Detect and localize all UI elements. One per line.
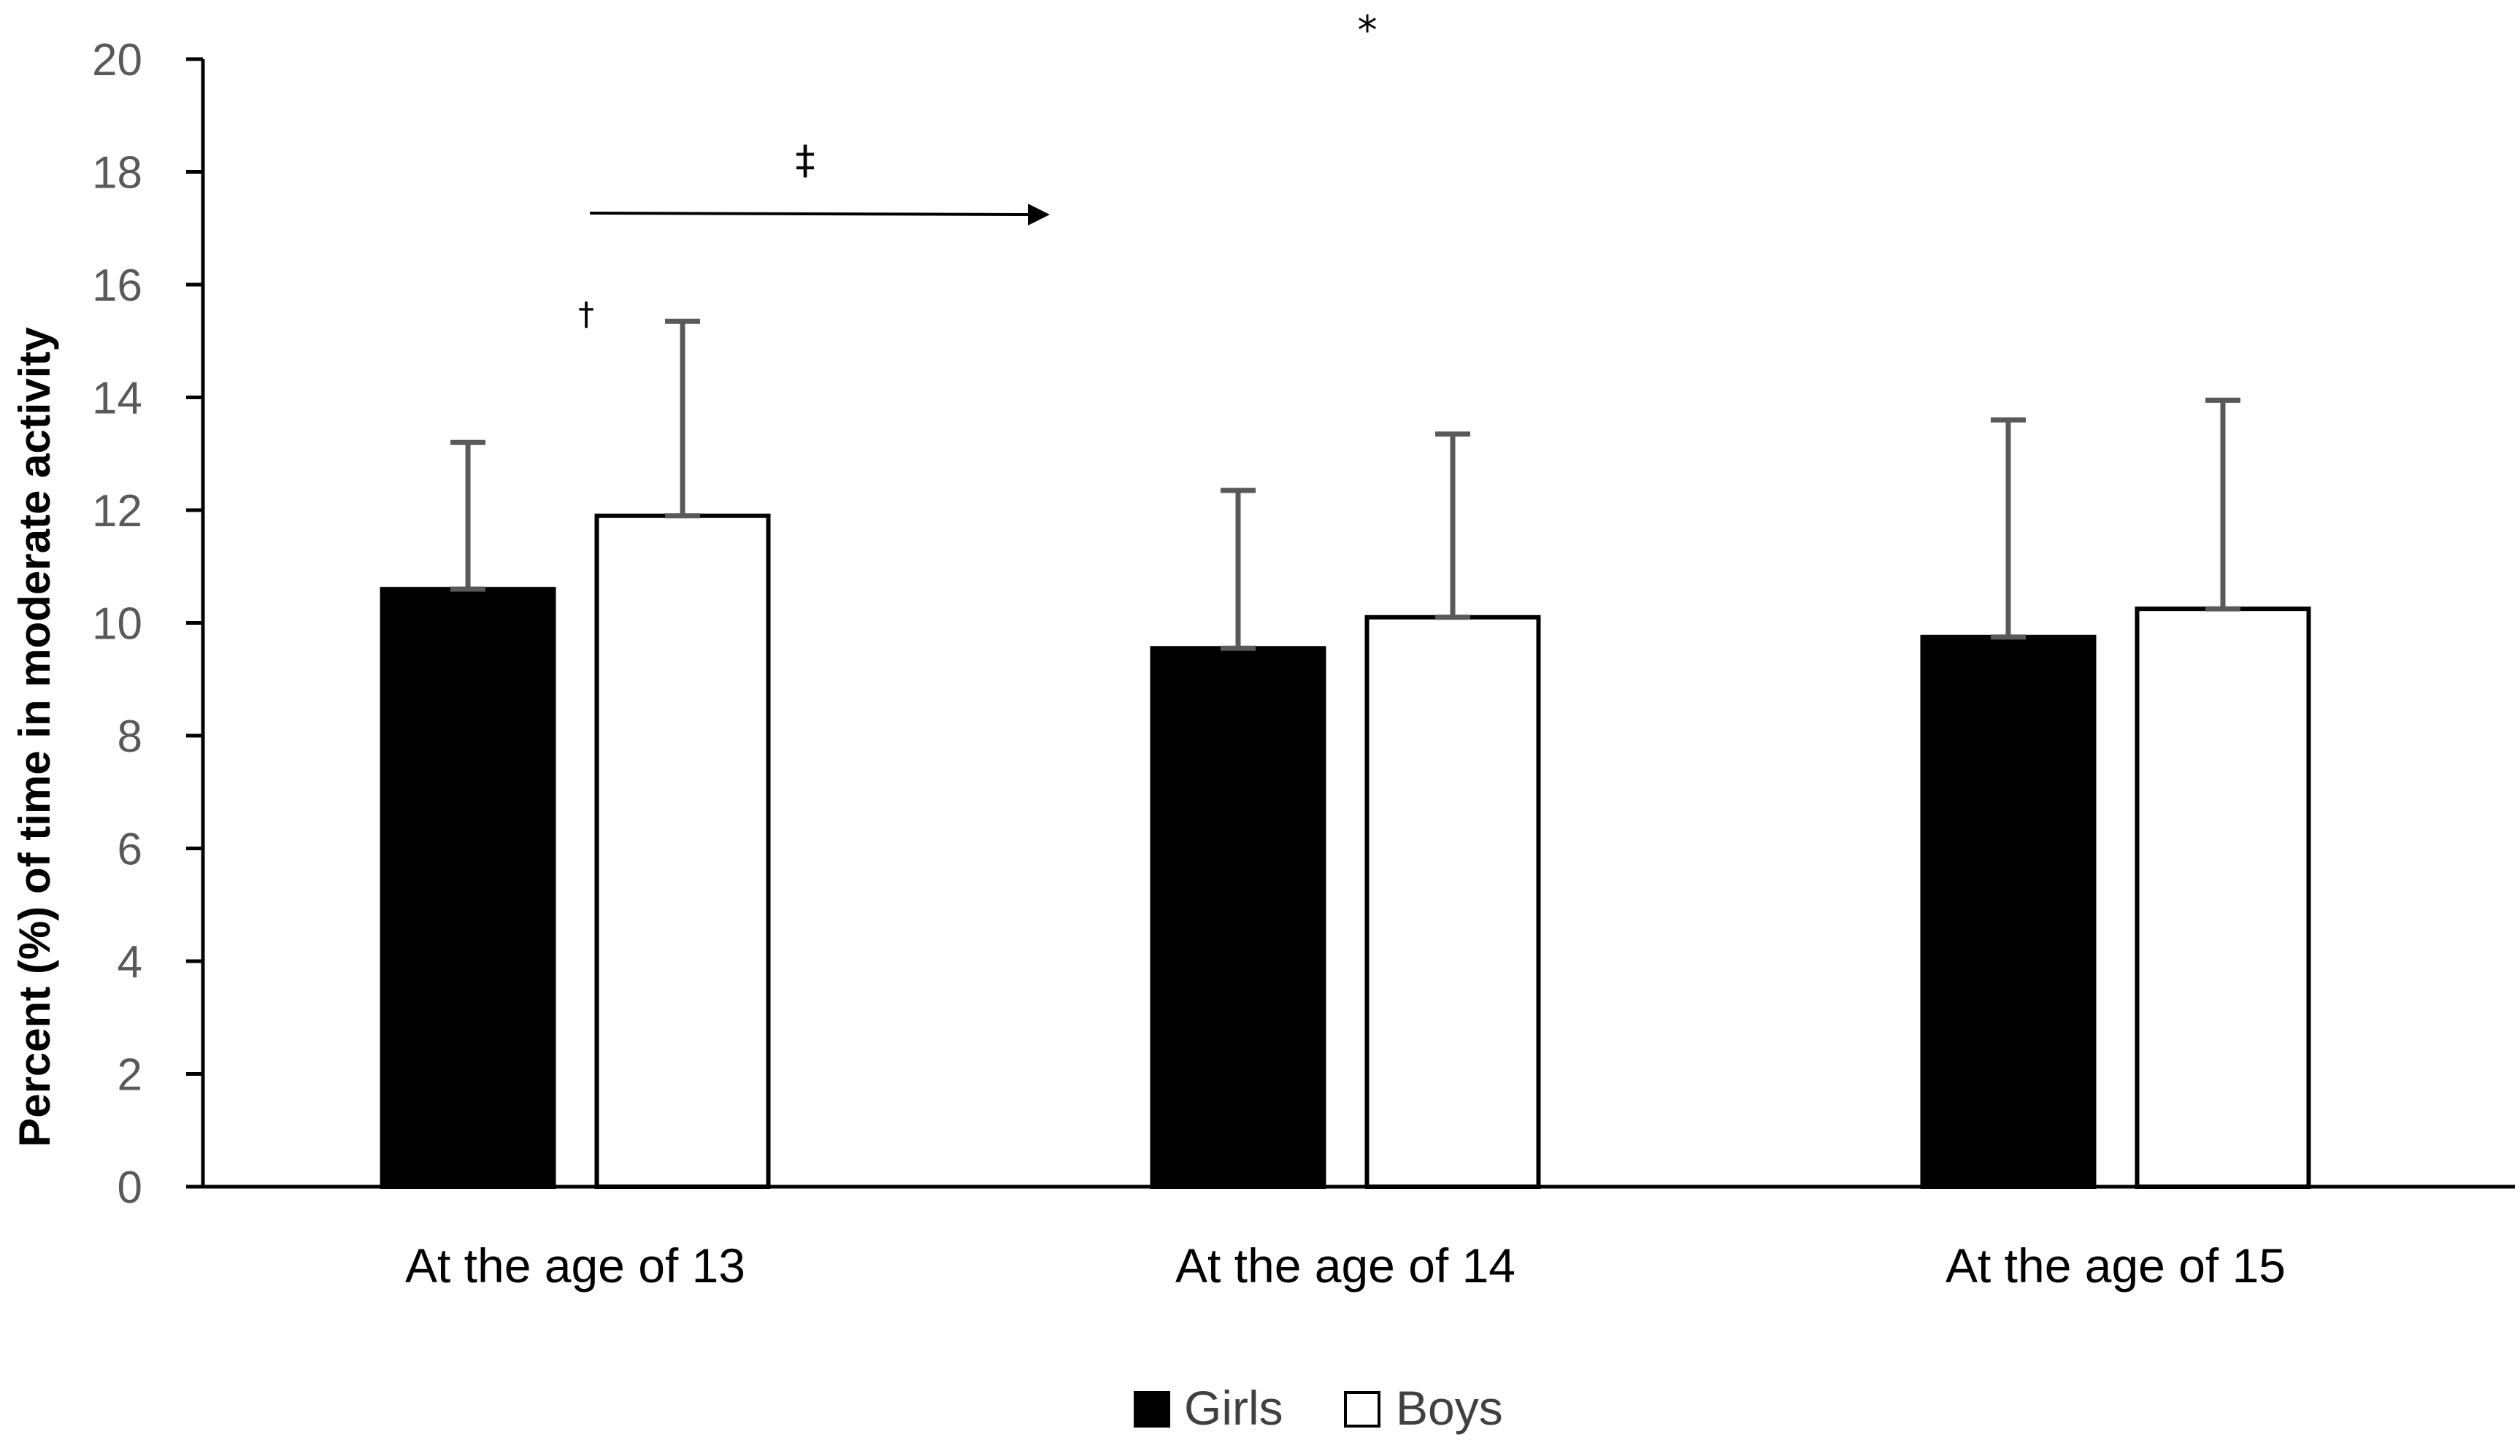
y-tick-label: 10 bbox=[92, 599, 142, 650]
bar-girls-15 bbox=[1920, 634, 2097, 1189]
y-axis-ticks: 0 2 4 6 8 10 12 14 16 18 20 bbox=[92, 35, 203, 1213]
legend: Girls Boys bbox=[1134, 1381, 1503, 1435]
y-tick-label: 12 bbox=[92, 486, 142, 536]
y-tick-label: 6 bbox=[118, 825, 142, 875]
annotation-arrow-line bbox=[589, 212, 1030, 216]
y-tick-label: 8 bbox=[118, 712, 142, 762]
y-tick-label: 2 bbox=[118, 1050, 142, 1101]
y-tick-label: 0 bbox=[118, 1163, 142, 1213]
bars bbox=[380, 513, 2311, 1189]
x-category-label: At the age of 14 bbox=[1175, 1239, 1516, 1293]
error-bars bbox=[450, 318, 2240, 651]
y-tick-label: 16 bbox=[92, 261, 142, 311]
x-category-label: At the age of 13 bbox=[405, 1239, 745, 1293]
y-tick-label: 20 bbox=[92, 35, 142, 85]
annotation-arrow-head bbox=[1028, 204, 1050, 226]
x-category-label: At the age of 15 bbox=[1945, 1239, 2286, 1293]
bar-boys-14 bbox=[1364, 615, 1541, 1189]
annotation-dagger: † bbox=[578, 296, 594, 333]
y-tick-label: 18 bbox=[92, 148, 142, 199]
annotation-asterisk: * bbox=[1358, 7, 1378, 53]
legend-swatch-girls bbox=[1134, 1391, 1170, 1428]
bar-girls-14 bbox=[1150, 646, 1326, 1189]
legend-swatch-boys bbox=[1344, 1391, 1380, 1428]
x-axis-labels: At the age of 13 At the age of 14 At the a… bbox=[405, 1239, 2286, 1293]
legend-label-boys: Boys bbox=[1396, 1381, 1503, 1435]
y-axis-label: Percent (%) of time in moderate activity bbox=[10, 327, 59, 1147]
bar-boys-15 bbox=[2135, 606, 2311, 1189]
y-tick-label: 4 bbox=[118, 937, 142, 987]
y-tick-label: 14 bbox=[92, 374, 142, 424]
bar-girls-13 bbox=[380, 587, 556, 1189]
legend-label-girls: Girls bbox=[1184, 1381, 1283, 1435]
annotation-double-dagger: ‡ bbox=[796, 137, 815, 183]
bar-boys-13 bbox=[594, 513, 771, 1189]
